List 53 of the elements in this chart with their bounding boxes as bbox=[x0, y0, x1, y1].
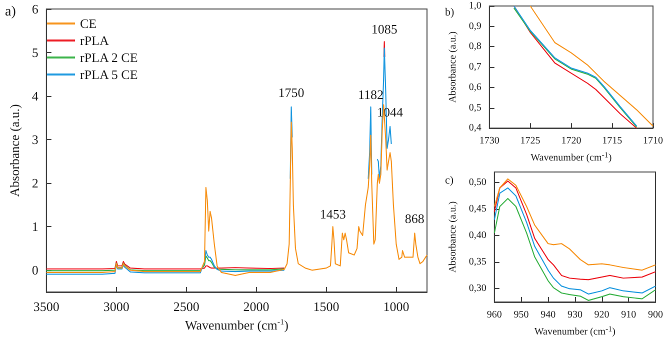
x-tick-label: 1730 bbox=[479, 136, 500, 147]
x-tick-label: 2000 bbox=[243, 299, 270, 314]
y-tick-label: 1 bbox=[32, 219, 38, 234]
chart-title: c) bbox=[445, 174, 454, 186]
y-tick-label: 4 bbox=[32, 88, 39, 104]
y-axis-title: Absorbance (a.u.) bbox=[7, 104, 22, 197]
y-tick-label: 0,8 bbox=[468, 41, 482, 52]
x-tick-label: 3500 bbox=[33, 299, 60, 314]
y-axis-title: Absorbance (a.u.) bbox=[448, 201, 458, 273]
legend-label: rPLA 2 CE bbox=[80, 50, 138, 65]
y-tick-label: 3 bbox=[32, 132, 38, 148]
line-series bbox=[530, 5, 654, 127]
x-tick-label: 920 bbox=[594, 310, 610, 320]
x-tick-label: 3000 bbox=[103, 299, 130, 314]
x-tick-label: 1000 bbox=[383, 299, 410, 314]
y-tick-label: 0,6 bbox=[468, 82, 482, 93]
y-tick-label: 0,4 bbox=[468, 122, 482, 134]
x-tick-label: 1725 bbox=[520, 136, 540, 147]
x-tick-label: 2500 bbox=[173, 299, 200, 314]
chart-title: b) bbox=[445, 6, 454, 18]
y-tick-label: 0 bbox=[32, 262, 38, 278]
legend-label: rPLA bbox=[80, 33, 110, 48]
y-tick-label: 0,35 bbox=[468, 256, 486, 268]
y-tick-label: 0,40 bbox=[468, 230, 486, 242]
x-tick-label: 910 bbox=[621, 310, 636, 320]
annotation: 1085 bbox=[371, 22, 398, 37]
y-tick-label: 1,0 bbox=[468, 0, 482, 12]
y-tick-label: 0,45 bbox=[468, 204, 486, 215]
annotation: 868 bbox=[404, 211, 424, 226]
x-tick-label: 1500 bbox=[313, 299, 340, 314]
x-tick-label: 940 bbox=[540, 310, 556, 320]
y-tick-label: 6 bbox=[32, 2, 39, 16]
y-tick-label: 2 bbox=[32, 176, 38, 191]
y-tick-label: 0,30 bbox=[468, 283, 486, 294]
y-tick-label: 0,5 bbox=[468, 102, 482, 114]
x-tick-label: 1715 bbox=[602, 136, 622, 147]
x-tick-label: 900 bbox=[648, 310, 663, 320]
y-tick-label: 0,9 bbox=[468, 20, 482, 32]
legend-label: CE bbox=[80, 16, 97, 31]
annotation: 1453 bbox=[320, 206, 346, 222]
x-tick-label: 960 bbox=[486, 310, 502, 320]
x-tick-label: 930 bbox=[567, 310, 582, 320]
y-axis-title: Absorbance (a.u.) bbox=[448, 31, 458, 103]
chart-title: a) bbox=[5, 4, 16, 20]
x-tick-label: 1720 bbox=[561, 136, 582, 147]
y-tick-label: 0,50 bbox=[468, 177, 486, 188]
legend-label: rPLA 5 CE bbox=[80, 67, 138, 82]
line-series bbox=[46, 255, 285, 272]
x-tick-label: 1710 bbox=[643, 136, 663, 147]
y-tick-label: 0,7 bbox=[468, 62, 482, 73]
y-tick-label: 5 bbox=[32, 45, 38, 60]
annotation: 1750 bbox=[278, 84, 304, 100]
x-tick-label: 950 bbox=[514, 310, 529, 320]
